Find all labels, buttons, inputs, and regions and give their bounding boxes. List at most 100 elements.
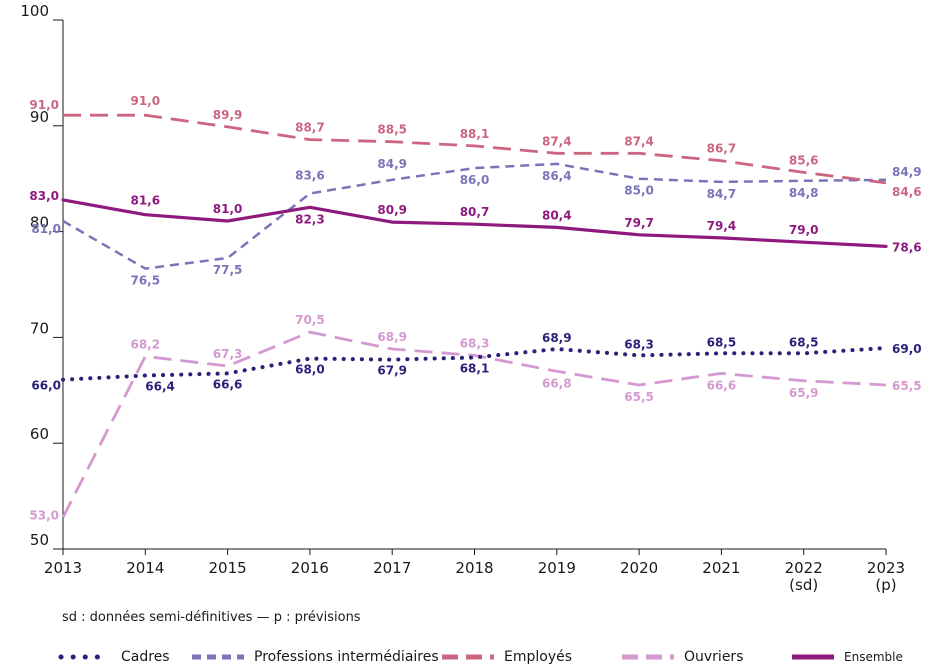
legend-item-cadres: Cadres [57,648,170,666]
legend-label: Cadres [121,649,170,665]
data-label: 86,4 [542,169,572,183]
data-label: 80,4 [542,208,572,222]
legend-swatch-professions-intermediaires [192,654,244,660]
legend-swatch-cadres [58,654,112,660]
data-label: 79,4 [707,219,737,233]
series-line-ouvriers [61,330,887,518]
legend: Cadres Professions intermédiaires Employ… [30,648,920,666]
x-tick-label: 2016 [291,559,329,577]
data-label: 84,6 [892,185,922,199]
x-tick-label: (p) [875,576,896,594]
legend-label: Ouvriers [684,649,744,665]
y-tick-label: 90 [30,108,49,126]
y-tick-label: 50 [30,531,49,549]
data-label: 68,9 [377,330,407,344]
data-label: 69,0 [892,342,922,356]
data-label: 67,9 [377,364,407,378]
data-label: 84,8 [789,186,819,200]
x-tick-label: 2023 [867,559,905,577]
axes: 50 60 70 80 90 100 2013 2014 2015 2016 2017 2018 201… [20,2,905,594]
data-label: 68,2 [130,337,160,351]
y-tick-label: 60 [30,425,49,443]
data-label: 91,0 [130,94,160,108]
data-label: 68,0 [295,363,325,377]
data-label: 81,0 [213,202,243,216]
data-label: 88,1 [460,127,490,141]
y-tick-label: 70 [30,319,49,337]
data-label: 68,3 [624,337,654,351]
data-label: 68,5 [789,335,819,349]
data-label: 91,0 [29,98,59,112]
data-label: 79,7 [624,216,654,230]
x-tick-label: 2018 [455,559,493,577]
data-label: 76,5 [130,274,160,288]
x-tick-label: 2021 [702,559,740,577]
data-label: 89,9 [213,108,243,122]
x-tick-label: 2019 [538,559,576,577]
data-label: 66,6 [707,378,737,392]
data-labels: 66,0 66,4 66,6 68,0 67,9 68,1 68,9 68,3 68,5 68,5… [29,94,921,522]
data-label: 79,0 [789,223,819,237]
legend-label: Employés [504,649,573,665]
y-tick-label: 80 [30,214,49,232]
data-label: 66,4 [145,379,175,393]
legend-item-ensemble: Ensemble [790,648,903,666]
data-label: 88,5 [377,123,407,137]
data-label: 77,5 [213,263,243,277]
data-label: 78,6 [892,240,922,254]
data-label: 66,0 [31,379,61,393]
data-label: 65,5 [624,390,654,404]
series-line-employ-s [63,113,887,185]
data-label: 68,9 [542,331,572,345]
data-label: 67,3 [213,347,243,361]
legend-item-employes: Employés [440,648,572,666]
series-lines [61,113,888,518]
x-tick-label: 2020 [620,559,658,577]
y-tick-label: 100 [20,2,49,20]
legend-label: Professions intermédiaires [254,649,439,665]
data-label: 68,1 [460,362,490,376]
line-chart: 50 60 70 80 90 100 2013 2014 2015 2016 2017 2018 201… [20,2,921,594]
legend-swatch-ouvriers [622,654,674,660]
legend-item-professions-intermediaires: Professions intermédiaires [190,648,439,666]
x-tick-label: (sd) [789,576,818,594]
data-label: 68,3 [460,336,490,350]
data-label: 86,7 [707,142,737,156]
data-label: 83,6 [295,169,325,183]
x-tick-label: 2013 [44,559,82,577]
data-label: 88,7 [295,121,325,135]
data-label: 85,6 [789,153,819,167]
legend-item-ouvriers: Ouvriers [620,648,744,666]
series-line-cadres [61,346,888,382]
x-tick-label: 2014 [126,559,164,577]
x-tick-label: 2022 [785,559,823,577]
legend-swatch-ensemble [792,654,834,660]
data-label: 81,0 [31,222,61,236]
data-label: 53,0 [29,508,59,522]
data-label: 66,6 [213,377,243,391]
data-label: 68,5 [707,335,737,349]
data-label: 87,4 [542,134,572,148]
data-label: 81,6 [130,194,160,208]
data-label: 86,0 [460,173,490,187]
series-line-professions-interm-diaires [62,162,887,270]
data-label: 84,7 [707,187,737,201]
data-label: 84,9 [892,165,922,179]
data-label: 66,8 [542,376,572,390]
data-label: 82,3 [295,212,325,226]
data-label: 84,9 [377,157,407,171]
data-label: 65,5 [892,379,922,393]
legend-swatch-employes [442,654,494,660]
x-tick-label: 2017 [373,559,411,577]
data-label: 80,7 [460,205,490,219]
data-label: 80,9 [377,203,407,217]
data-label: 65,9 [789,386,819,400]
data-label: 85,0 [624,184,654,198]
chart-footnote: sd : données semi-définitives — p : prév… [62,610,361,625]
data-label: 83,0 [29,189,59,203]
data-label: 70,5 [295,313,325,327]
series-line-ensemble [61,198,888,248]
data-label: 87,4 [624,134,654,148]
x-tick-label: 2015 [209,559,247,577]
legend-label: Ensemble [844,650,903,664]
